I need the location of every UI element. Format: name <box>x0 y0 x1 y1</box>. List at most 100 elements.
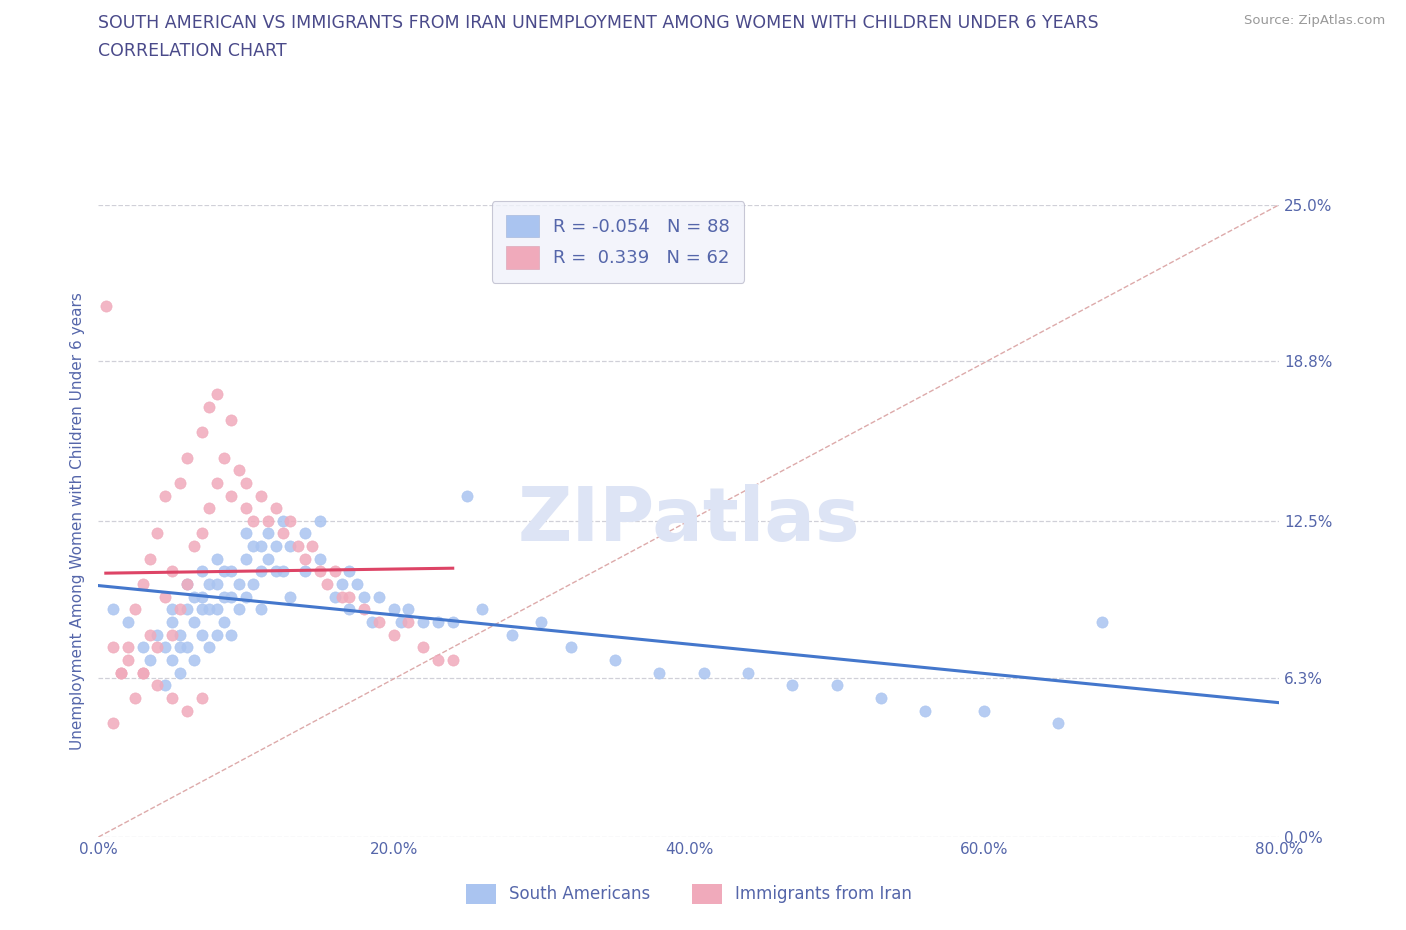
Point <box>396 615 419 630</box>
Point <box>132 665 155 680</box>
Point <box>412 640 434 655</box>
Point <box>162 615 183 630</box>
Point <box>191 602 214 617</box>
Point <box>221 488 243 503</box>
Point <box>153 640 176 655</box>
Point <box>117 615 139 630</box>
Point <box>176 577 198 591</box>
Point <box>205 627 228 642</box>
Point <box>560 640 582 655</box>
Point <box>257 551 280 566</box>
Point <box>235 526 257 541</box>
Point <box>191 590 214 604</box>
Point <box>382 602 405 617</box>
Text: ZIPatlas: ZIPatlas <box>517 485 860 557</box>
Point <box>153 488 176 503</box>
Point <box>205 577 228 591</box>
Point <box>221 564 243 578</box>
Point <box>264 538 287 553</box>
Point <box>396 602 419 617</box>
Point <box>124 602 146 617</box>
Point <box>221 627 243 642</box>
Point <box>264 564 287 578</box>
Text: Source: ZipAtlas.com: Source: ZipAtlas.com <box>1244 14 1385 27</box>
Point <box>250 602 273 617</box>
Point <box>183 615 205 630</box>
Point <box>146 627 169 642</box>
Point <box>139 653 162 668</box>
Point <box>235 475 257 490</box>
Point <box>162 564 183 578</box>
Point <box>382 627 405 642</box>
Point <box>316 577 339 591</box>
Point <box>257 526 280 541</box>
Point <box>162 653 183 668</box>
Point <box>339 564 360 578</box>
Point <box>501 627 523 642</box>
Point <box>191 690 214 705</box>
Point <box>242 538 264 553</box>
Point <box>278 538 302 553</box>
Point <box>287 538 309 553</box>
Point <box>1091 615 1114 630</box>
Point <box>914 703 936 718</box>
Point <box>183 653 205 668</box>
Point <box>183 590 205 604</box>
Point <box>169 475 191 490</box>
Point <box>782 678 804 693</box>
Point <box>228 602 250 617</box>
Point <box>330 590 353 604</box>
Point <box>103 602 125 617</box>
Point <box>250 488 273 503</box>
Y-axis label: Unemployment Among Women with Children Under 6 years: Unemployment Among Women with Children U… <box>70 292 86 750</box>
Point <box>183 538 205 553</box>
Point <box>146 640 169 655</box>
Point <box>198 500 221 515</box>
Point <box>294 564 316 578</box>
Point <box>346 577 368 591</box>
Point <box>471 602 494 617</box>
Point <box>117 653 139 668</box>
Point <box>191 564 214 578</box>
Point <box>169 627 191 642</box>
Point <box>235 500 257 515</box>
Point <box>103 716 125 731</box>
Point <box>278 590 302 604</box>
Point <box>250 538 273 553</box>
Point <box>278 513 302 528</box>
Point <box>169 602 191 617</box>
Point <box>169 640 191 655</box>
Point <box>973 703 995 718</box>
Point <box>198 400 221 415</box>
Point <box>389 615 412 630</box>
Legend: South Americans, Immigrants from Iran: South Americans, Immigrants from Iran <box>457 875 921 912</box>
Point <box>242 577 264 591</box>
Point <box>169 665 191 680</box>
Point <box>228 463 250 478</box>
Text: SOUTH AMERICAN VS IMMIGRANTS FROM IRAN UNEMPLOYMENT AMONG WOMEN WITH CHILDREN UN: SOUTH AMERICAN VS IMMIGRANTS FROM IRAN U… <box>98 14 1099 32</box>
Point <box>353 590 375 604</box>
Point <box>198 577 221 591</box>
Point <box>205 387 228 402</box>
Point <box>176 450 198 465</box>
Point <box>693 665 716 680</box>
Point <box>235 590 257 604</box>
Point <box>191 526 214 541</box>
Point <box>132 665 155 680</box>
Point <box>205 602 228 617</box>
Point <box>309 564 332 578</box>
Point <box>212 615 235 630</box>
Text: CORRELATION CHART: CORRELATION CHART <box>98 42 287 60</box>
Point <box>132 577 155 591</box>
Point <box>427 653 450 668</box>
Point <box>162 602 183 617</box>
Point <box>110 665 132 680</box>
Point <box>191 425 214 440</box>
Point <box>205 551 228 566</box>
Point <box>110 665 132 680</box>
Point <box>242 513 264 528</box>
Point <box>153 678 176 693</box>
Point <box>648 665 671 680</box>
Point <box>205 475 228 490</box>
Point <box>162 627 183 642</box>
